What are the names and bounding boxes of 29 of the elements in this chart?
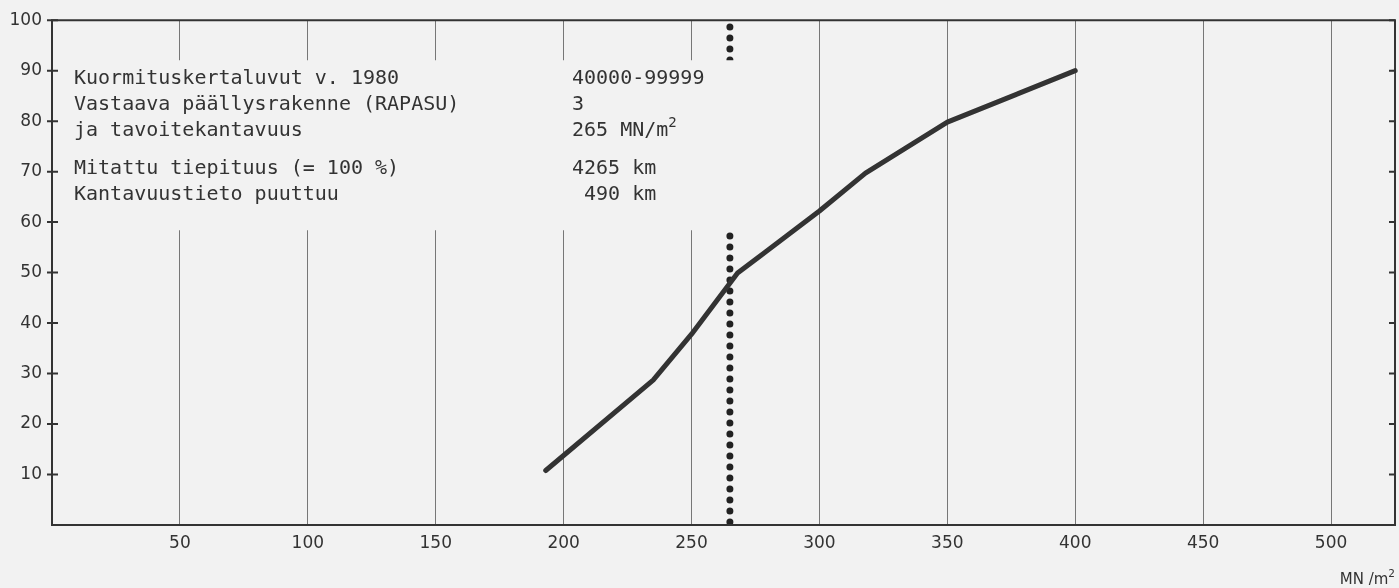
annotation: 490 km: [572, 181, 657, 206]
x-tick-label: 250: [675, 531, 708, 552]
annotation: 40000-99999: [572, 65, 705, 90]
y-tick-label: 100: [9, 8, 42, 29]
annotation: Kantavuustieto puuttuu: [74, 181, 339, 206]
y-tick-label: 60: [20, 210, 42, 231]
y-tick-label: 80: [20, 109, 42, 130]
x-tick-label: 50: [169, 531, 191, 552]
x-tick-label: 500: [1314, 531, 1348, 552]
x-tick-label: 450: [1186, 531, 1220, 552]
y-tick-label: 30: [20, 361, 42, 382]
annotation: 4265 km: [572, 155, 657, 180]
annotation: Kuormituskertaluvut v. 1980: [74, 65, 400, 90]
x-tick-label: 200: [547, 531, 580, 552]
annotation: Mitattu tiepituus (= 100 %): [74, 155, 400, 180]
y-tick-label: 50: [20, 261, 42, 282]
annotation: Vastaava päällysrakenne (RAPASU): [74, 91, 460, 116]
y-tick-label: 90: [20, 59, 42, 80]
x-tick-label: 150: [419, 531, 452, 552]
x-tick-label: 350: [931, 531, 964, 552]
x-tick-label: 300: [803, 531, 836, 552]
x-tick-label: 400: [1059, 531, 1092, 552]
y-tick-label: 70: [20, 160, 42, 181]
annotation: 3: [572, 91, 585, 116]
x-tick-label: 100: [291, 531, 325, 552]
y-tick-label: 20: [20, 412, 42, 433]
y-tick-label: 40: [20, 311, 42, 332]
y-tick-label: 10: [20, 462, 42, 483]
annotation: ja tavoitekantavuus: [74, 117, 303, 142]
